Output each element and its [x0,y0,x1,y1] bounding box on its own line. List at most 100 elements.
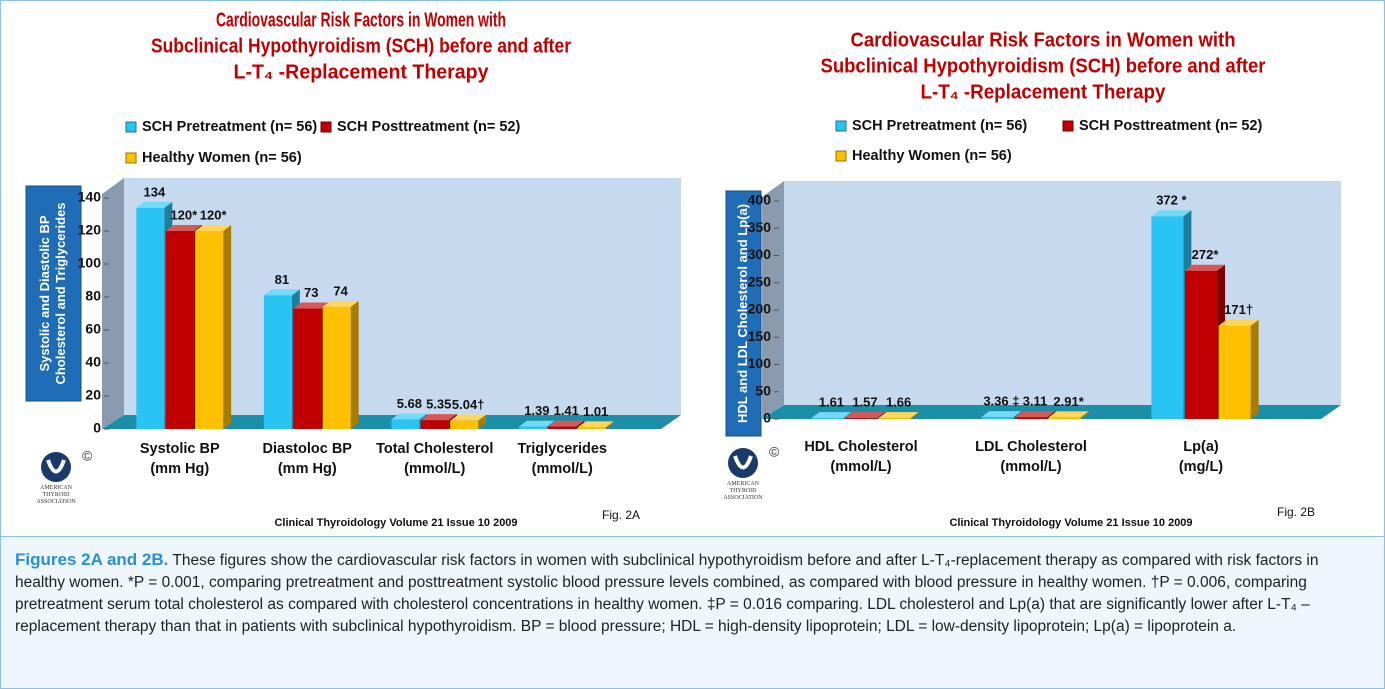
y-tick-label: 0 [763,410,771,426]
x-tick-label: Triglycerides (mmol/L) [517,441,607,477]
bar-top [136,201,173,208]
value-label: 81 [275,272,289,287]
bar-side [910,412,919,419]
legend-swatch [125,152,137,164]
bar-front [1185,270,1217,419]
value-label: 5.68 [397,396,422,411]
bar-side [1047,411,1055,419]
bar-front [136,207,165,429]
bar-front [391,419,420,429]
chart-title: Cardiovascular Risk Factors in Women wit… [851,29,1236,51]
value-label: 372 * [1156,193,1187,208]
y-tick-label: 100 [748,355,772,371]
value-label: 74 [333,283,348,298]
bar [322,300,359,429]
logo-mark [41,452,71,482]
figure-label: Fig. 2A [602,508,640,522]
bar-top [518,420,555,427]
value-label: 1.66 [886,395,911,410]
bar-side [605,421,614,429]
x-tick-label-box: HDL Cholesterol (mmol/L) [804,439,917,475]
x-tick-label: Systolic BP (mm Hg) [139,441,220,477]
x-tick-label-box: Total Cholesterol (mmol/L) [376,441,493,477]
x-tick-label: Lp(a) (mg/L) [1178,439,1224,475]
legend-swatch [125,121,137,133]
legend-swatch [835,120,847,132]
chart: Cardiovascular Risk Factors in Women wit… [25,9,681,529]
y-tick-label: 350 [748,219,772,235]
value-label: 1.01 [583,404,608,419]
logo-symbol: © [82,448,93,464]
y-axis-box [725,190,762,437]
bar-top [450,414,487,421]
x-tick-label-box: Lp(a) (mg/L) [1178,439,1224,475]
logo-symbol: © [769,444,780,460]
x-tick-label: LDL Cholesterol (mmol/L) [975,439,1087,475]
bar-side [478,414,487,429]
bar-front [845,418,877,419]
bar-top [1048,411,1089,418]
bar [845,412,885,419]
bar-front [450,420,479,429]
y-tick-label: 50 [755,382,771,398]
bar-top [165,225,202,231]
legend-label: Healthy Women (n= 56) [852,148,1012,164]
bar-top [981,411,1022,418]
bar-front [165,231,194,429]
bar-front [878,418,911,419]
x-tick-label-box: Triglycerides (mmol/L) [517,441,607,477]
bar-front [1015,417,1047,419]
bar-top [548,420,585,427]
source: Clinical Thyroidology Volume 21 Issue 10… [274,517,517,529]
bar-top [1218,319,1259,326]
bar-top [391,413,428,420]
value-label: 3.36 ‡ [983,394,1019,409]
chart-title: L-T₄ -Replacement Therapy [921,81,1167,103]
bar-top [577,421,614,428]
chart: Cardiovascular Risk Factors in Women wit… [723,29,1341,529]
logo-text: AMERICAN THYROID ASSOCIATION [723,481,763,501]
value-label: 3.11 [1023,394,1048,409]
bar [1048,411,1089,419]
logo-mark [728,448,758,478]
legend-label: SCH Pretreatment (n= 56) [142,119,317,135]
y-axis-label: Cholesterol and Triglycerides [53,202,68,384]
value-label: 120* [200,207,228,222]
bar [577,421,614,429]
legend-label: SCH Pretreatment (n= 56) [852,118,1027,134]
y-tick-label: 100 [78,255,102,271]
value-label: 73 [304,285,318,300]
source: Clinical Thyroidology Volume 21 Issue 10… [949,517,1192,529]
value-label: 120* [170,207,198,222]
bar-top [1185,264,1225,271]
legend-swatch [320,121,332,133]
bar-top [195,225,232,231]
value-label: 1.39 [524,403,549,418]
bar-side [1250,319,1259,419]
bar-front [420,420,449,429]
bar-front [1048,417,1081,419]
bar-top [293,302,330,309]
value-label: 272* [1192,247,1220,262]
bar [195,225,232,429]
y-tick-label: 200 [748,301,772,317]
value-label: 2.91* [1053,394,1084,409]
bar-top [420,414,457,421]
bar-front [293,308,322,429]
figure-label: Fig. 2B [1277,505,1315,519]
y-tick-label: 400 [748,192,772,208]
legend-label: SCH Posttreatment (n= 52) [1079,118,1262,134]
value-label: 5.35 [426,397,451,412]
bar-side [1080,411,1089,419]
bar-side [877,412,885,419]
value-label: 1.57 [852,395,877,410]
bar [811,412,852,419]
chart-title: Subclinical Hypothyroidism (SCH) before … [821,55,1266,77]
value-label: 1.41 [554,403,579,418]
bar-front [518,426,547,429]
value-label: 1.61 [819,395,844,410]
y-tick-label: 60 [85,321,101,337]
bar [1151,210,1192,419]
bar [1218,319,1259,419]
bar [1015,411,1055,419]
